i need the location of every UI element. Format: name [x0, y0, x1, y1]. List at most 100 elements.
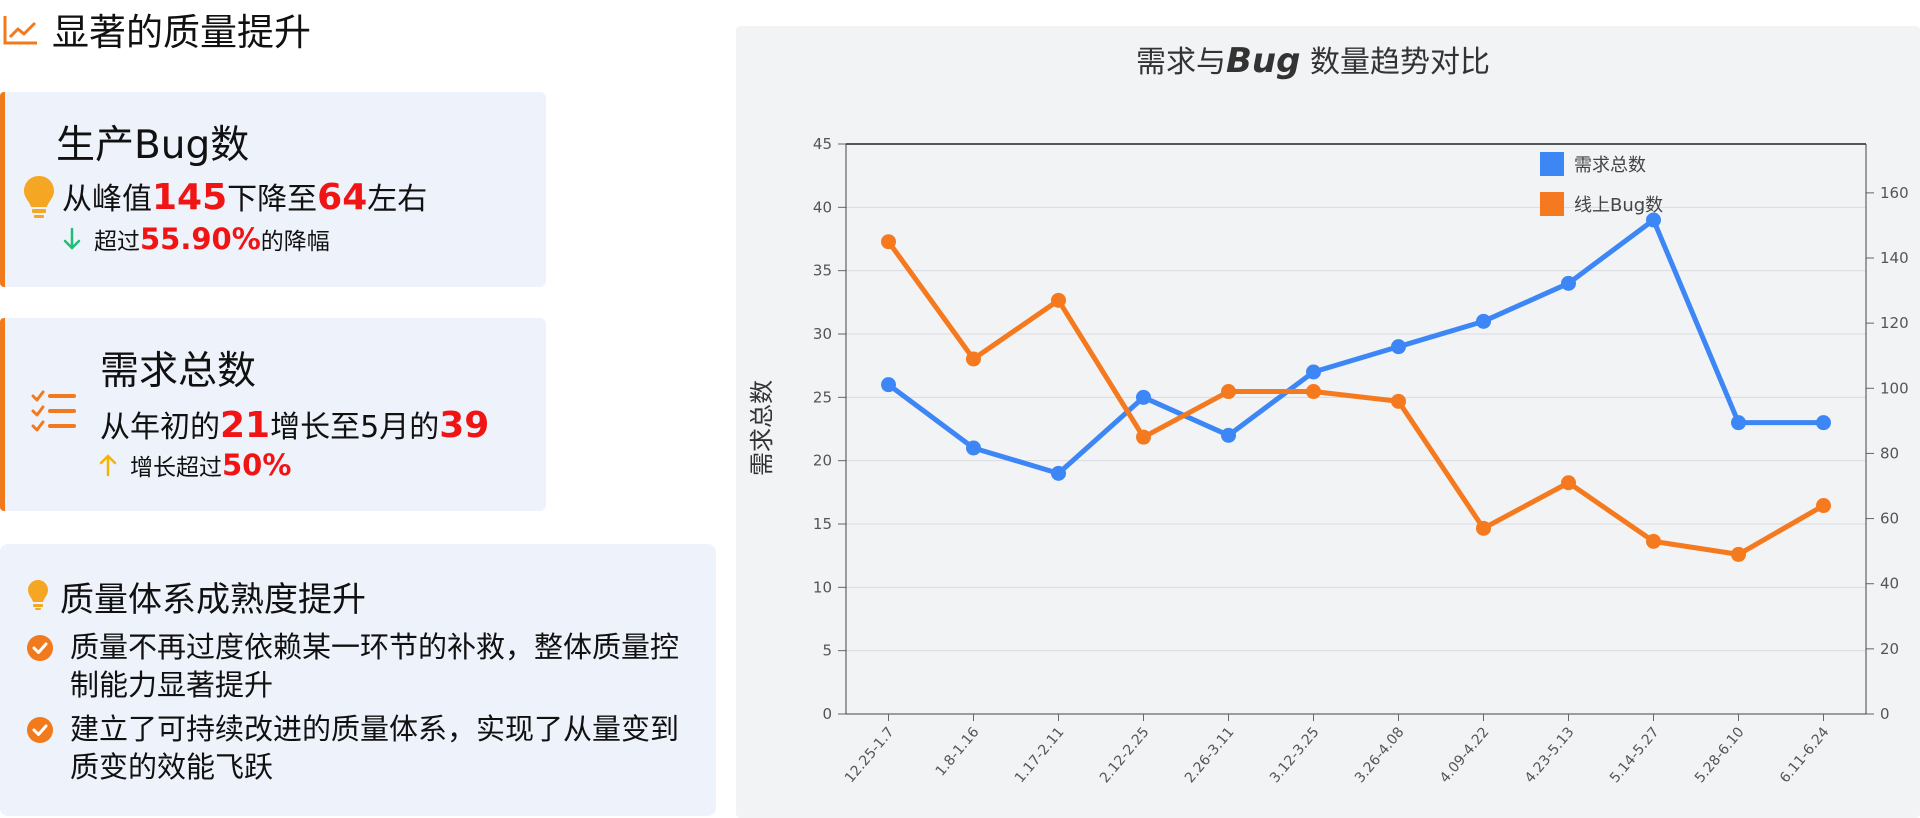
x-tick-label: 2.12-2.25 [1097, 724, 1153, 786]
bug-line1-text-c: 下降至 [227, 182, 318, 217]
section-heading: 显著的质量提升 [0, 2, 311, 56]
data-point-requirements [1221, 427, 1236, 443]
bug-card-title: 生产Bug数 [56, 123, 250, 168]
x-tick-label: 3.12-3.25 [1267, 724, 1323, 786]
y2-tick-label: 140 [1880, 249, 1909, 267]
page-title: 显著的质量提升 [52, 11, 311, 54]
data-point-bugs [881, 234, 896, 250]
data-point-bugs [1646, 533, 1661, 549]
req-line1-text-c: 增长至5月的 [270, 410, 440, 445]
y-tick-label: 10 [813, 578, 832, 596]
y2-tick-label: 100 [1880, 379, 1909, 397]
quality-item: 建立了可持续改进的质量体系，实现了从量变到质变的效能飞跃 [70, 712, 680, 784]
trend-chart-panel: 需求与Bug 数量趋势对比 0 5 10 15 20 25 30 35 40 45 0 20 40 60 80… [736, 26, 1920, 818]
arrow-down-icon [63, 227, 81, 250]
req-card-line-growth: 从年初的 21 增长至5月的 39 [100, 402, 489, 446]
x-tick-label: 3.26-4.08 [1352, 724, 1408, 786]
series-line-requirements [886, 217, 1826, 476]
data-point-bugs [1476, 520, 1491, 536]
req-card-title: 需求总数 [100, 349, 257, 394]
bug-drop-percent: 55.90% [140, 222, 261, 256]
data-point-requirements [1051, 465, 1066, 481]
x-tick-label: 12.25-1.7 [842, 724, 898, 786]
data-point-requirements [1816, 415, 1831, 431]
req-start-value: 21 [220, 405, 271, 446]
y-tick-label: 15 [813, 515, 832, 533]
bug-count-card: 生产Bug数 从峰值 145 下降至 64 左右 超过 55.90% 的降幅 [0, 92, 546, 287]
req-line2-text-a: 增长超过 [130, 455, 222, 481]
data-point-bugs [1816, 498, 1831, 514]
req-line1-text-a: 从年初的 [100, 410, 220, 445]
x-tick-label: 1.8-1.16 [933, 724, 983, 779]
data-point-bugs [966, 351, 981, 367]
bug-peak-value: 145 [152, 177, 228, 218]
bug-current-value: 64 [317, 177, 368, 218]
legend-swatch [1540, 192, 1564, 216]
legend-label: 需求总数 [1574, 155, 1646, 176]
y2-tick-label: 0 [1880, 705, 1890, 723]
y-tick-label: 20 [813, 452, 832, 470]
x-tick-label: 1.17-2.11 [1012, 724, 1068, 786]
y-tick-label: 30 [813, 325, 832, 343]
y-tick-label: 40 [813, 198, 832, 216]
checklist-icon [31, 390, 76, 432]
legend-swatch [1540, 152, 1564, 176]
quality-card-title: 质量体系成熟度提升 [60, 580, 366, 620]
bug-line2-text-a: 超过 [94, 229, 140, 255]
x-tick-label: 2.26-3.11 [1182, 724, 1238, 786]
y-tick-label: 25 [813, 388, 832, 406]
data-point-requirements [1731, 415, 1746, 431]
data-point-bugs [1051, 292, 1066, 308]
y2-tick-label: 160 [1880, 184, 1909, 202]
data-point-requirements [1476, 313, 1491, 329]
y2-tick-label: 20 [1880, 640, 1899, 658]
req-may-value: 39 [439, 405, 490, 446]
chart-title: 需求与Bug 数量趋势对比 [1136, 41, 1490, 81]
bug-line2-text-c: 的降幅 [260, 229, 330, 255]
data-point-requirements [1306, 364, 1321, 380]
trend-line-chart: 需求与Bug 数量趋势对比 0 5 10 15 20 25 30 35 40 45 0 20 40 60 80… [748, 41, 1909, 786]
y2-tick-label: 80 [1880, 444, 1899, 462]
data-point-bugs [1391, 393, 1406, 409]
y-axis-label: 需求总数 [748, 380, 776, 476]
data-point-requirements [1561, 275, 1576, 291]
data-point-requirements [1136, 389, 1151, 405]
y2-tick-label: 120 [1880, 314, 1909, 332]
bug-line1-text-e: 左右 [367, 182, 428, 217]
x-tick-label: 5.28-6.10 [1692, 724, 1748, 786]
data-point-requirements [1391, 339, 1406, 355]
x-tick-label: 5.14-5.27 [1607, 724, 1663, 786]
quality-maturity-card: 质量体系成熟度提升 质量不再过度依赖某一环节的补救，整体质量控制能力显著提升 建… [0, 544, 716, 816]
x-tick-label: 4.23-5.13 [1522, 724, 1578, 786]
lightbulb-icon [28, 580, 48, 610]
lightbulb-icon [24, 176, 54, 218]
trend-line-icon [3, 16, 37, 45]
data-point-bugs [1306, 384, 1321, 400]
arrow-up-icon [99, 454, 117, 477]
quality-item: 质量不再过度依赖某一环节的补救，整体质量控制能力显著提升 [70, 630, 680, 702]
data-point-bugs [1561, 475, 1576, 491]
legend-label: 线上Bug数 [1574, 195, 1663, 216]
data-point-requirements [1646, 212, 1661, 228]
y-tick-label: 0 [822, 705, 832, 723]
req-card-line-percent: 增长超过 50% [98, 448, 291, 482]
bug-card-line-peak: 从峰值 145 下降至 64 左右 [22, 174, 427, 220]
check-circle-icon [27, 635, 53, 661]
y-tick-label: 45 [813, 135, 832, 153]
data-point-bugs [1731, 546, 1746, 562]
bug-line1-text-a: 从峰值 [62, 182, 152, 217]
x-tick-label: 4.09-4.22 [1437, 724, 1493, 786]
bug-card-line-drop: 超过 55.90% 的降幅 [62, 222, 330, 256]
req-growth-percent: 50% [222, 448, 292, 482]
y-tick-label: 5 [822, 642, 832, 660]
data-point-requirements [966, 440, 981, 456]
y2-tick-label: 60 [1880, 510, 1899, 528]
check-circle-icon [27, 717, 53, 743]
requirement-count-card: 需求总数 从年初的 21 增长至5月的 39 增长超过 50% [0, 318, 546, 511]
data-point-bugs [1221, 384, 1236, 400]
y2-tick-label: 40 [1880, 575, 1899, 593]
y-tick-label: 35 [813, 262, 832, 280]
data-point-requirements [881, 377, 896, 393]
data-point-bugs [1136, 429, 1151, 445]
series-line-bugs [886, 239, 1826, 557]
